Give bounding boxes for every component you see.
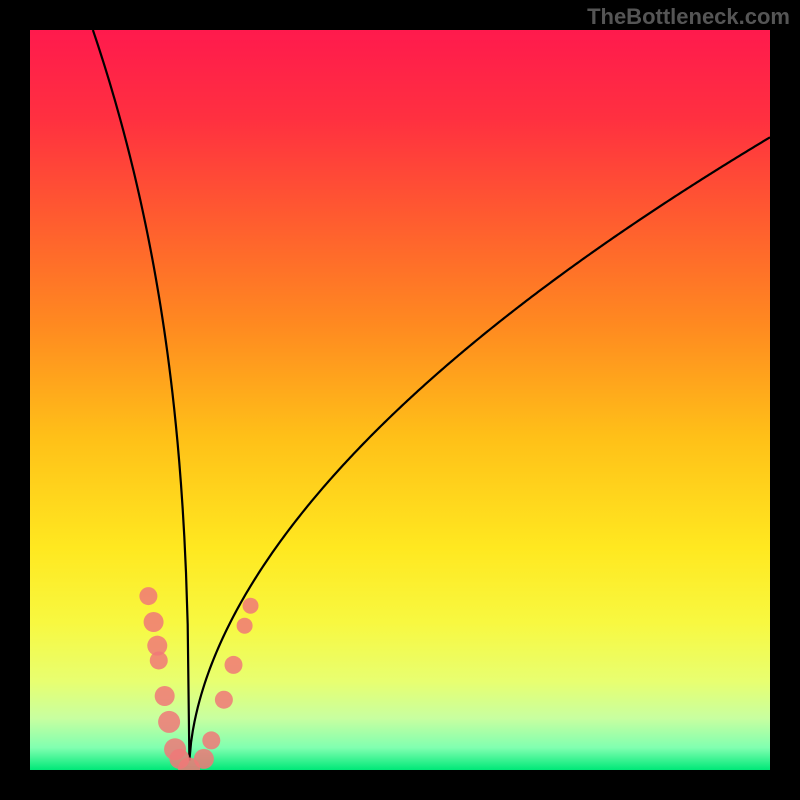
data-marker [155,686,175,706]
data-marker [243,598,259,614]
data-marker [215,691,233,709]
watermark-text: TheBottleneck.com [587,4,790,30]
curve-layer [30,30,770,770]
data-marker [150,651,168,669]
data-marker [225,656,243,674]
plot-area [30,30,770,770]
marker-group [139,587,258,770]
data-marker [139,587,157,605]
bottleneck-curve [93,30,770,760]
chart-container: TheBottleneck.com [0,0,800,800]
data-marker [144,612,164,632]
data-marker [237,618,253,634]
data-marker [194,749,214,769]
data-marker [158,711,180,733]
data-marker [202,731,220,749]
